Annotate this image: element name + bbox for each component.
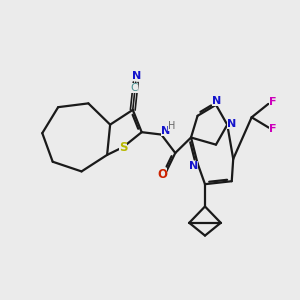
Text: N: N (212, 96, 221, 106)
Text: H: H (168, 121, 176, 131)
Text: O: O (157, 168, 167, 181)
Text: F: F (269, 97, 276, 107)
Text: S: S (119, 140, 128, 154)
Text: N: N (227, 118, 236, 128)
Text: N: N (132, 71, 141, 81)
Text: C: C (130, 83, 138, 93)
Text: N: N (161, 126, 170, 136)
Text: N: N (189, 161, 198, 171)
Text: F: F (269, 124, 277, 134)
